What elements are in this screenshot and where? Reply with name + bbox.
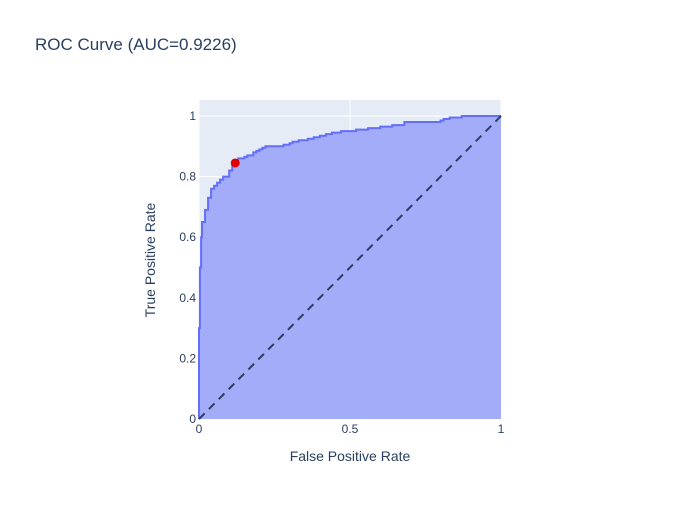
y-tick-label: 0 xyxy=(189,412,196,426)
y-tick-label: 0.2 xyxy=(179,351,196,365)
y-tick-label: 1 xyxy=(189,109,196,123)
y-tick-label: 0.8 xyxy=(179,170,196,184)
random-classifier-diagonal xyxy=(198,115,502,420)
chart-title: ROC Curve (AUC=0.9226) xyxy=(35,35,237,54)
x-tick-label: 0.5 xyxy=(342,422,359,436)
x-tick-label: 1 xyxy=(498,422,505,436)
y-tick-label: 0.6 xyxy=(179,230,196,244)
axis-ticks: 0 0.5 1 0 0.2 0.4 0.6 0.8 1 xyxy=(179,109,504,436)
y-tick-label: 0.4 xyxy=(179,291,196,305)
y-axis-label: True Positive Rate xyxy=(142,202,158,317)
roc-curve-line xyxy=(198,115,501,419)
series-layer xyxy=(198,115,502,420)
optimal-threshold-marker[interactable] xyxy=(230,158,240,168)
x-axis-label: False Positive Rate xyxy=(290,448,411,464)
x-tick-label: 0 xyxy=(196,422,203,436)
